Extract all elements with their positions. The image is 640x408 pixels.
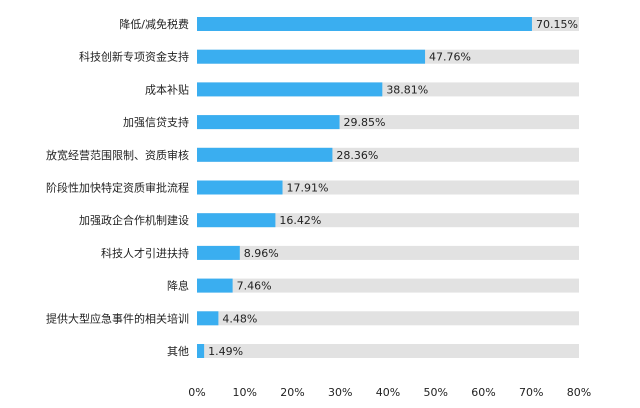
bar — [197, 180, 283, 195]
value-label: 70.15% — [536, 18, 578, 31]
bar-row: 科技创新专项资金支持 47.76% — [79, 49, 579, 64]
bar-row: 放宽经营范围限制、资质审核 28.36% — [46, 147, 579, 162]
bar-track — [197, 213, 579, 228]
category-label: 成本补贴 — [145, 82, 189, 96]
bar — [197, 344, 205, 358]
bar — [197, 278, 233, 293]
category-label: 加强政企合作机制建设 — [79, 213, 189, 227]
value-label: 38.81% — [386, 83, 428, 96]
x-tick-label: 0% — [188, 386, 205, 399]
x-tick-label: 30% — [328, 386, 352, 399]
category-label: 科技创新专项资金支持 — [79, 50, 189, 64]
bar-row: 降低/减免税费 70.15% — [119, 17, 579, 31]
category-label: 放宽经营范围限制、资质审核 — [46, 148, 189, 162]
value-label: 28.36% — [336, 149, 378, 162]
bar-row: 科技人才引进扶持 8.96% — [101, 245, 579, 260]
value-label: 17.91% — [287, 182, 329, 195]
value-label: 16.42% — [279, 214, 321, 227]
value-label: 7.46% — [237, 280, 272, 293]
bar — [197, 213, 276, 228]
x-tick-label: 80% — [567, 386, 591, 399]
x-tick-label: 50% — [424, 386, 448, 399]
bar — [197, 311, 219, 326]
bar-row: 其他 1.49% — [167, 344, 579, 358]
bar-track — [197, 180, 579, 195]
bar-row: 降息 7.46% — [167, 278, 579, 293]
category-label: 降低/减免税费 — [119, 17, 189, 31]
bar — [197, 17, 532, 31]
category-label: 提供大型应急事件的相关培训 — [46, 311, 189, 325]
bar — [197, 82, 383, 97]
category-label: 科技人才引进扶持 — [101, 246, 189, 260]
x-tick-label: 20% — [280, 386, 304, 399]
bar-track — [197, 344, 579, 358]
category-label: 降息 — [167, 279, 189, 293]
value-label: 47.76% — [429, 51, 471, 64]
x-tick-label: 40% — [376, 386, 400, 399]
x-tick-label: 70% — [519, 386, 543, 399]
value-label: 29.85% — [344, 116, 386, 129]
category-label: 加强信贷支持 — [123, 115, 189, 129]
bar — [197, 115, 340, 130]
bar-row: 成本补贴 38.81% — [145, 82, 579, 97]
x-tick-label: 60% — [471, 386, 495, 399]
bar-rows: 降低/减免税费 70.15% 科技创新专项资金支持 47.76% 成本补贴 38.81% 加… — [46, 17, 579, 358]
x-tick-label: 10% — [233, 386, 257, 399]
bar-row: 阶段性加快特定资质审批流程 17.91% — [46, 180, 579, 195]
bar-row: 加强政企合作机制建设 16.42% — [79, 213, 579, 228]
bar-track — [197, 278, 579, 293]
category-label: 其他 — [167, 345, 189, 358]
bar-track — [197, 311, 579, 326]
bar — [197, 147, 333, 162]
bar-row: 提供大型应急事件的相关培训 4.48% — [46, 311, 579, 326]
value-label: 8.96% — [244, 247, 279, 260]
bar — [197, 245, 240, 260]
bar-row: 加强信贷支持 29.85% — [123, 115, 579, 130]
x-axis-ticks: 0% 10% 20% 30% 40% 50% 60% 70% 80% — [188, 386, 591, 399]
value-label: 4.48% — [222, 312, 257, 325]
bar — [197, 49, 426, 64]
bar-track — [197, 245, 579, 260]
value-label: 1.49% — [208, 345, 243, 358]
category-label: 阶段性加快特定资质审批流程 — [46, 181, 189, 195]
